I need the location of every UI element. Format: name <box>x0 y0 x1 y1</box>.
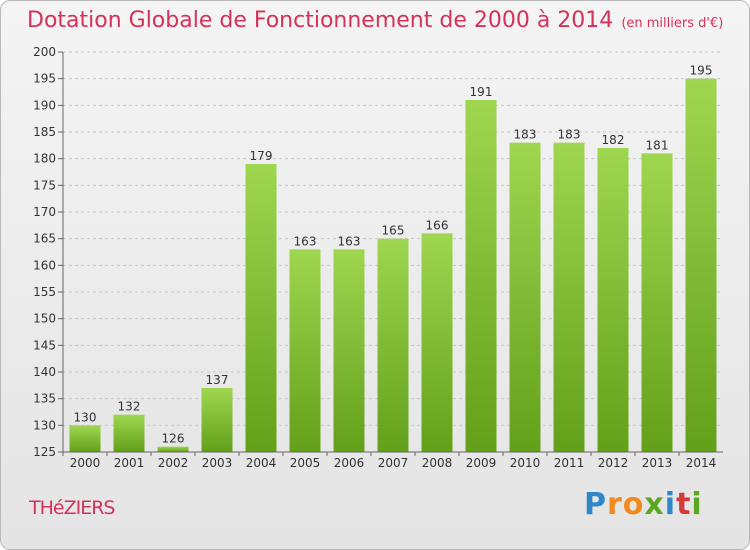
bar-value-label: 179 <box>250 149 273 163</box>
logo-letter: o <box>622 487 645 522</box>
bar-value-label: 183 <box>514 128 537 142</box>
bar-value-label: 182 <box>602 133 625 147</box>
proxiti-logo: Proxiti <box>584 487 703 522</box>
y-tick-label: 125 <box>33 445 56 459</box>
logo-letter: x <box>644 487 665 522</box>
bar-value-label: 137 <box>206 373 229 387</box>
x-tick-label: 2014 <box>686 456 717 470</box>
logo-letter: r <box>607 487 623 522</box>
bar-2012 <box>597 148 629 452</box>
logo-letter: t <box>676 487 692 522</box>
x-tick-label: 2008 <box>422 456 453 470</box>
bar-value-label: 195 <box>690 64 713 78</box>
logo-letter: i <box>691 487 703 522</box>
x-tick-label: 2000 <box>70 456 101 470</box>
logo-letter: P <box>584 487 607 522</box>
y-tick-label: 170 <box>33 205 56 219</box>
chart-subtitle: (en milliers d'€) <box>621 16 724 31</box>
x-tick-label: 2006 <box>334 456 365 470</box>
bar-value-label: 126 <box>162 432 185 446</box>
bar-2000 <box>69 425 101 452</box>
bar-value-label: 165 <box>382 224 405 238</box>
bar-2013 <box>641 153 673 453</box>
x-tick-label: 2005 <box>290 456 321 470</box>
y-tick-label: 140 <box>33 365 56 379</box>
y-tick-label: 135 <box>33 392 56 406</box>
x-tick-label: 2003 <box>202 456 233 470</box>
y-tick-label: 150 <box>33 312 56 326</box>
chart-title-text: Dotation Globale de Fonctionnement de 20… <box>27 8 614 33</box>
x-tick-label: 2007 <box>378 456 409 470</box>
bar-value-label: 130 <box>74 410 97 424</box>
bar-2008 <box>421 233 453 452</box>
chart-title: Dotation Globale de Fonctionnement de 20… <box>27 8 723 33</box>
logo-letter: i <box>664 487 677 522</box>
x-tick-label: 2004 <box>246 456 277 470</box>
x-tick-label: 2001 <box>114 456 145 470</box>
bar-2003 <box>201 388 233 452</box>
bar-2010 <box>509 142 541 452</box>
x-tick-label: 2013 <box>642 456 673 470</box>
y-tick-label: 175 <box>33 178 56 192</box>
bar-2006 <box>333 249 365 452</box>
bar-2007 <box>377 238 409 452</box>
y-tick-label: 200 <box>33 45 56 59</box>
x-tick-label: 2009 <box>466 456 497 470</box>
bar-2009 <box>465 100 497 452</box>
y-tick-label: 155 <box>33 285 56 299</box>
y-tick-label: 185 <box>33 125 56 139</box>
bar-value-label: 163 <box>338 234 361 248</box>
y-tick-label: 160 <box>33 258 56 272</box>
y-tick-label: 180 <box>33 152 56 166</box>
commune-name: THéZIERS <box>29 497 115 519</box>
x-tick-label: 2002 <box>158 456 189 470</box>
y-tick-label: 165 <box>33 232 56 246</box>
bar-value-label: 181 <box>646 138 669 152</box>
bar-2005 <box>289 249 321 452</box>
x-tick-label: 2012 <box>598 456 629 470</box>
y-tick-label: 195 <box>33 72 56 86</box>
y-tick-label: 190 <box>33 98 56 112</box>
bar-value-label: 163 <box>294 234 317 248</box>
bar-2002 <box>157 446 189 452</box>
bar-2004 <box>245 164 277 452</box>
y-tick-label: 130 <box>33 418 56 432</box>
x-tick-label: 2011 <box>554 456 585 470</box>
x-tick-label: 2010 <box>510 456 541 470</box>
bar-value-label: 166 <box>426 218 449 232</box>
bar-value-label: 191 <box>470 85 493 99</box>
bar-2011 <box>553 142 585 452</box>
bar-2014 <box>685 78 717 453</box>
y-tick-label: 145 <box>33 338 56 352</box>
bar-value-label: 132 <box>118 400 141 414</box>
bar-value-label: 183 <box>558 128 581 142</box>
bar-2001 <box>113 414 145 452</box>
